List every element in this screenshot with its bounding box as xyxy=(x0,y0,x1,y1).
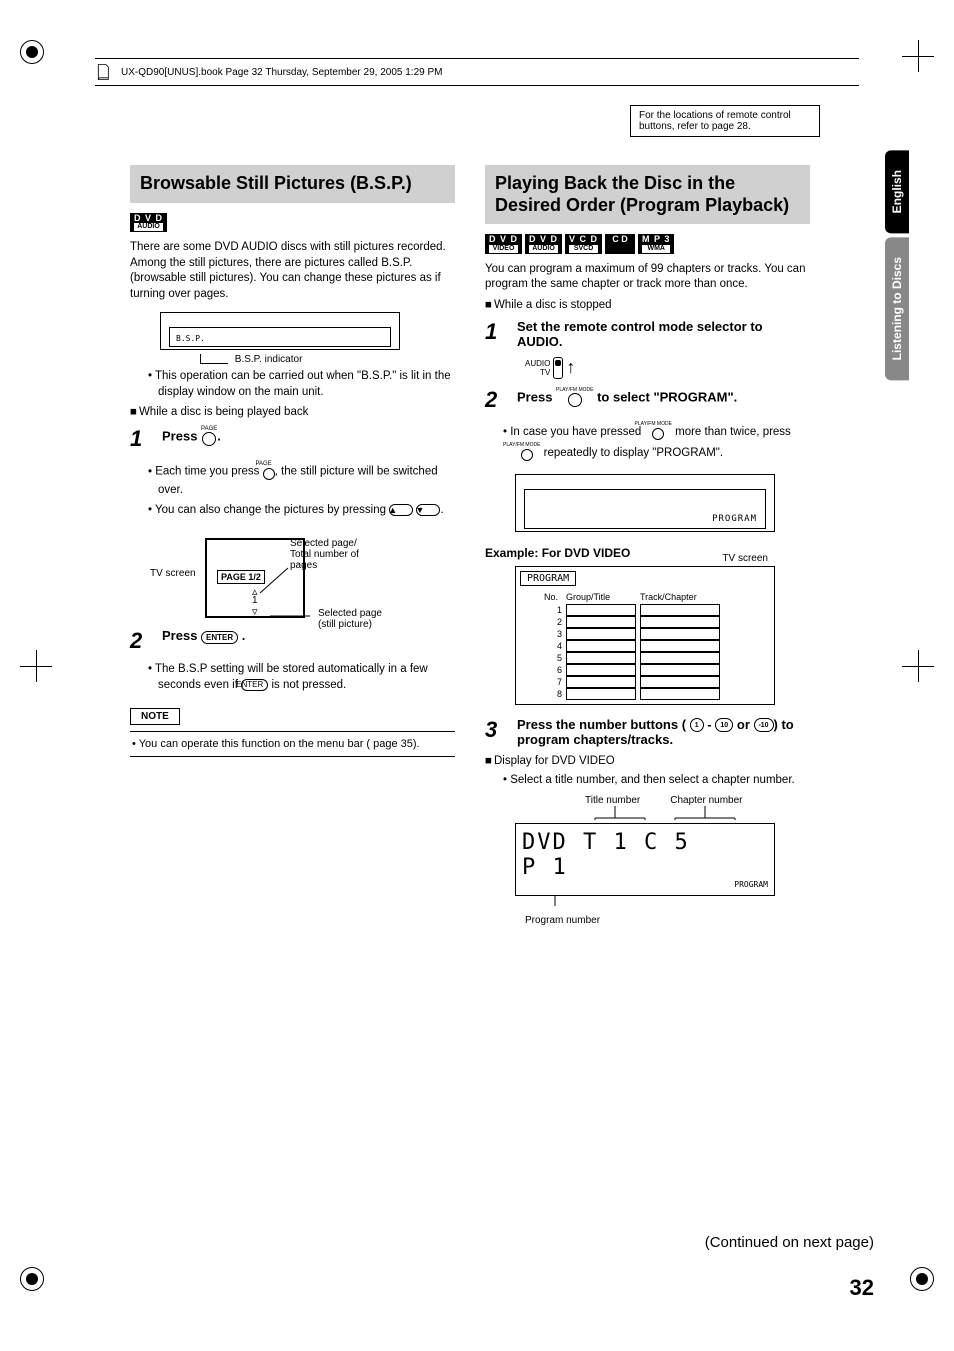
up-arrow-icon: ↑ xyxy=(566,357,575,378)
tab-english: English xyxy=(885,150,909,233)
page: UX-QD90[UNUS].book Page 32 Thursday, Sep… xyxy=(0,0,954,1351)
page-number: 32 xyxy=(850,1275,874,1301)
table-row: 8 xyxy=(544,688,770,700)
step-number: 2 xyxy=(485,387,507,413)
intro-program: You can program a maximum of 99 chapters… xyxy=(485,262,810,293)
annotation-selected-page: Selected page (still picture) xyxy=(318,608,382,630)
reference-box: For the locations of remote control butt… xyxy=(630,105,820,137)
bullet-change-pictures: You can also change the pictures by pres… xyxy=(130,503,455,519)
number-1-button-icon: 1 xyxy=(690,718,704,732)
step-number: 3 xyxy=(485,717,507,743)
badge-vcd-svcd: V C DSVCD xyxy=(565,234,602,254)
tv-diagram: Selected page/ Total number of pages TV … xyxy=(150,538,450,618)
label-chapter-number: Chapter number xyxy=(670,795,742,806)
bullet-each-press: Each time you press PAGE , the still pic… xyxy=(130,460,455,499)
crop-mark-icon xyxy=(910,1267,934,1291)
table-row: 2 xyxy=(544,616,770,628)
intro-text: There are some DVD AUDIO discs with stil… xyxy=(130,240,455,302)
left-column: Browsable Still Pictures (B.S.P.) D V D … xyxy=(130,165,455,926)
right-column: Playing Back the Disc in the Desired Ord… xyxy=(485,165,810,926)
page-button-icon xyxy=(202,432,216,446)
note-label: NOTE xyxy=(130,708,180,725)
step-2-right: 2 Press PLAY/FM MODE to select "PROGRAM"… xyxy=(485,387,810,413)
bullet-operation: This operation can be carried out when "… xyxy=(130,369,455,400)
label-title-number: Title number xyxy=(585,795,640,806)
lcd-program: PROGRAM xyxy=(515,474,775,532)
dvd-lcd: DVD T 1 C 5 P 1 PROGRAM xyxy=(515,823,775,896)
step-number: 1 xyxy=(130,426,152,452)
badge-dvd-audio: D V D AUDIO xyxy=(130,213,167,233)
callout-lines-icon xyxy=(515,806,775,820)
table-row: 6 xyxy=(544,664,770,676)
crop-mark-icon xyxy=(902,40,934,72)
badge-dvd-audio: D V DAUDIO xyxy=(525,234,562,254)
number-neg10-button-icon: -10 xyxy=(754,718,774,732)
crop-mark-icon xyxy=(20,650,52,682)
book-header: UX-QD90[UNUS].book Page 32 Thursday, Sep… xyxy=(95,58,859,86)
heading-bsp: Browsable Still Pictures (B.S.P.) xyxy=(130,165,455,203)
down-button-icon: ▼ xyxy=(416,504,440,516)
note-text: • You can operate this function on the m… xyxy=(130,738,455,750)
callout-lines-icon xyxy=(250,548,310,648)
sidebar: English Listening to Discs xyxy=(885,150,909,385)
enter-button-icon: ENTER xyxy=(201,631,238,644)
bullet-bsp-stored: The B.S.P setting will be stored automat… xyxy=(130,662,455,693)
continued-text: (Continued on next page) xyxy=(705,1234,874,1251)
tab-listening: Listening to Discs xyxy=(885,237,909,380)
condition-stopped: While a disc is stopped xyxy=(485,299,810,311)
heading-program: Playing Back the Disc in the Desired Ord… xyxy=(485,165,810,224)
number-10-button-icon: 10 xyxy=(715,718,733,732)
callout-lines-icon xyxy=(535,896,655,912)
badge-row: D V D AUDIO xyxy=(130,213,455,233)
table-row: 1 xyxy=(544,604,770,616)
crop-mark-icon xyxy=(902,650,934,682)
content: For the locations of remote control butt… xyxy=(130,105,810,926)
mode-switch-diagram: AUDIO TV ↑ xyxy=(525,357,810,379)
condition-dvd-display: Display for DVD VIDEO xyxy=(485,755,810,767)
table-row: 4 xyxy=(544,640,770,652)
book-icon xyxy=(95,62,115,82)
badge-dvd-video: D V DVIDEO xyxy=(485,234,522,254)
playmode-button-icon xyxy=(521,449,533,461)
step-number: 2 xyxy=(130,628,152,654)
table-row: 3 xyxy=(544,628,770,640)
table-row: 5 xyxy=(544,652,770,664)
badge-mp3-wma: M P 3WMA xyxy=(638,234,674,254)
lcd-callout: B.S.P. indicator xyxy=(235,354,303,365)
badge-cd: C D xyxy=(605,234,635,254)
enter-button-icon: ENTER xyxy=(241,679,268,692)
step-3-right: 3 Press the number buttons ( 1 - 10 or -… xyxy=(485,717,810,748)
crop-mark-icon xyxy=(20,40,44,64)
crop-mark-icon xyxy=(20,1267,44,1291)
playmode-button-icon xyxy=(652,428,664,440)
step-number: 1 xyxy=(485,319,507,345)
bullet-pressed-more: In case you have pressed PLAY/FM MODE mo… xyxy=(485,421,810,464)
program-table: TV screen PROGRAM No. Group/Title Track/… xyxy=(515,566,775,705)
table-row: 7 xyxy=(544,676,770,688)
tv-screen-label: TV screen xyxy=(150,568,196,579)
bullet-select-title: Select a title number, and then select a… xyxy=(485,773,810,789)
up-button-icon: ▲ xyxy=(389,504,413,516)
lcd-display: B.S.P. xyxy=(160,312,400,350)
label-program-number: Program number xyxy=(525,915,810,926)
page-button-icon xyxy=(263,468,275,480)
step-1: 1 Press PAGE . xyxy=(130,426,455,452)
book-header-text: UX-QD90[UNUS].book Page 32 Thursday, Sep… xyxy=(121,67,442,78)
lcd-bsp-label: B.S.P. xyxy=(176,334,205,343)
step-1-right: 1 Set the remote control mode selector t… xyxy=(485,319,810,349)
condition-playback: While a disc is being played back xyxy=(130,406,455,418)
badge-row: D V DVIDEO D V DAUDIO V C DSVCD C D M P … xyxy=(485,234,810,254)
playmode-button-icon xyxy=(568,393,582,407)
